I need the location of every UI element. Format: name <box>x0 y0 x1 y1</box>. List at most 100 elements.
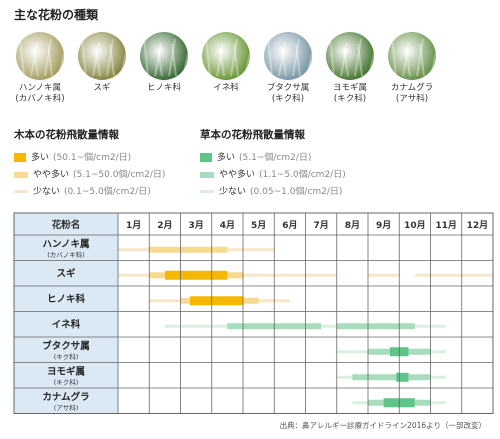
herb-legend-item: 多い (5.1~個/cm2/日) <box>200 150 311 163</box>
legend-swatch <box>14 190 28 193</box>
legend-swatch <box>200 190 214 193</box>
pollen-bar <box>368 399 384 406</box>
pollen-bar <box>243 297 259 304</box>
plant-name: ヨモギ属 <box>332 83 367 93</box>
legend-range: (5.1~個/cm2/日) <box>239 153 312 163</box>
row-label: スギ <box>56 267 76 279</box>
legend-label: 少ない <box>33 187 61 197</box>
row-sublabel: (キク科) <box>54 377 79 386</box>
row-sublabel: (カバノキ科) <box>47 250 85 259</box>
plant-name: スギ <box>93 83 111 93</box>
legend-label: やや多い <box>219 170 256 180</box>
pollen-bar <box>414 273 493 277</box>
source-note: 出典：鼻アレルギー診療ガイドライン2016より（一部改変） <box>279 421 486 430</box>
legend-label: 少ない <box>219 187 247 197</box>
pollen-bar <box>227 272 243 279</box>
month-tick-label: 2月 <box>157 220 172 231</box>
legend-label: 多い <box>217 153 236 163</box>
pollen-bar <box>149 246 181 253</box>
month-tick-label: 11月 <box>435 220 457 231</box>
plant-foliage-icon <box>267 37 312 77</box>
row-sublabel: (アサ科) <box>54 403 79 412</box>
plant-photo-icon <box>326 32 374 80</box>
page-title: 主な花粉の種類 <box>14 8 99 22</box>
label-column-bg <box>14 213 118 414</box>
plant-foliage-icon <box>143 37 188 77</box>
pollen-bar <box>336 350 353 354</box>
month-tick-label: 10月 <box>404 220 426 231</box>
pollen-bar <box>368 273 400 277</box>
pollen-bar <box>321 273 337 277</box>
pollen-bar <box>368 348 390 355</box>
pollen-bar <box>227 323 243 330</box>
month-tick-label: 5月 <box>251 220 266 231</box>
plant-card: カナムグラ (アサ科) <box>382 32 442 105</box>
pollen-type-gallery: ハンノキ属 (カバノキ科) スギ ヒノキ科 イネ科 ブタクサ属 (キク科) ヨモギ属… <box>10 32 490 114</box>
pollen-bar <box>396 372 409 382</box>
plant-name: ヒノキ科 <box>146 83 181 93</box>
pollen-bar <box>180 246 228 253</box>
plant-card: ハンノキ属 (カバノキ科) <box>10 32 70 105</box>
plant-name: ハンノキ属 <box>18 83 62 93</box>
plant-photo-icon <box>16 32 64 80</box>
plant-card: ヒノキ科 <box>134 32 194 94</box>
pollen-bar <box>258 248 275 252</box>
row-label: ハンノキ属 <box>42 239 89 250</box>
plant-photo-icon <box>202 32 250 80</box>
pollen-bar <box>368 323 415 330</box>
pollen-bar <box>430 375 447 379</box>
pollen-bar <box>352 401 368 405</box>
month-tick-label: 8月 <box>345 220 360 231</box>
pollen-bar <box>414 399 431 406</box>
pollen-bar <box>118 273 150 277</box>
pollen-bar <box>189 296 243 306</box>
legend-range: (1.1~5.0個/cm2/日) <box>259 170 346 180</box>
pollen-bar <box>408 374 431 381</box>
month-tick-label: 12月 <box>467 220 489 231</box>
row-sublabel: (キク科) <box>54 352 79 361</box>
month-tick-label: 7月 <box>313 220 328 231</box>
row-label: カナムグラ <box>42 391 89 403</box>
pollen-bar <box>430 401 447 405</box>
pollen-bar <box>180 297 190 304</box>
pollen-bar <box>336 323 368 330</box>
plant-card: ヨモギ属 (キク科) <box>320 32 380 105</box>
plant-name: ブタクサ属 <box>266 83 310 93</box>
plant-family: (カバノキ科) <box>15 94 65 104</box>
pollen-bar <box>408 348 431 355</box>
row-label: ヨモギ属 <box>47 365 85 377</box>
month-tick-label: 9月 <box>376 220 391 231</box>
plant-family: (キク科) <box>271 94 305 104</box>
legend-range: (50.1~個/cm2/日) <box>53 153 132 163</box>
month-tick-label: 4月 <box>220 220 235 231</box>
pollen-bar <box>321 324 337 328</box>
legend-range: (5.1~50.0個/cm2/日) <box>73 170 166 180</box>
legend-swatch <box>14 153 26 162</box>
pollen-bar <box>149 299 181 303</box>
plant-family: (アサ科) <box>395 94 429 104</box>
plant-photo-icon <box>264 32 312 80</box>
plant-photo-icon <box>140 32 188 80</box>
legend-range: (0.1~5.0個/cm2/日) <box>64 187 151 197</box>
tree-legend-item: 多い (50.1~個/cm2/日) <box>14 150 131 163</box>
herb-legend-item: 少ない (0.05~1.0個/cm2/日) <box>200 184 342 197</box>
legend-range: (0.05~1.0個/cm2/日) <box>250 187 343 197</box>
herb-legend-item: やや多い (1.1~5.0個/cm2/日) <box>200 167 346 180</box>
legend-label: 多い <box>31 153 50 163</box>
plant-foliage-icon <box>81 37 126 77</box>
plant-name: イネ科 <box>213 83 239 93</box>
month-tick-label: 3月 <box>188 220 203 231</box>
row-label: ヒノキ科 <box>47 293 86 305</box>
row-label: イネ科 <box>52 318 81 330</box>
pollen-bar <box>164 270 228 280</box>
pollen-bar <box>243 273 290 277</box>
tree-legend-item: やや多い (5.1~50.0個/cm2/日) <box>14 167 165 180</box>
pollen-bar <box>430 350 447 354</box>
legend-swatch <box>200 171 214 178</box>
plant-photo-icon <box>388 32 436 80</box>
tree-legend-title: 木本の花粉飛散量情報 <box>14 129 119 141</box>
month-tick-label: 1月 <box>126 220 141 231</box>
row-label: ブタクサ属 <box>42 340 90 352</box>
pollen-bar <box>336 375 353 379</box>
